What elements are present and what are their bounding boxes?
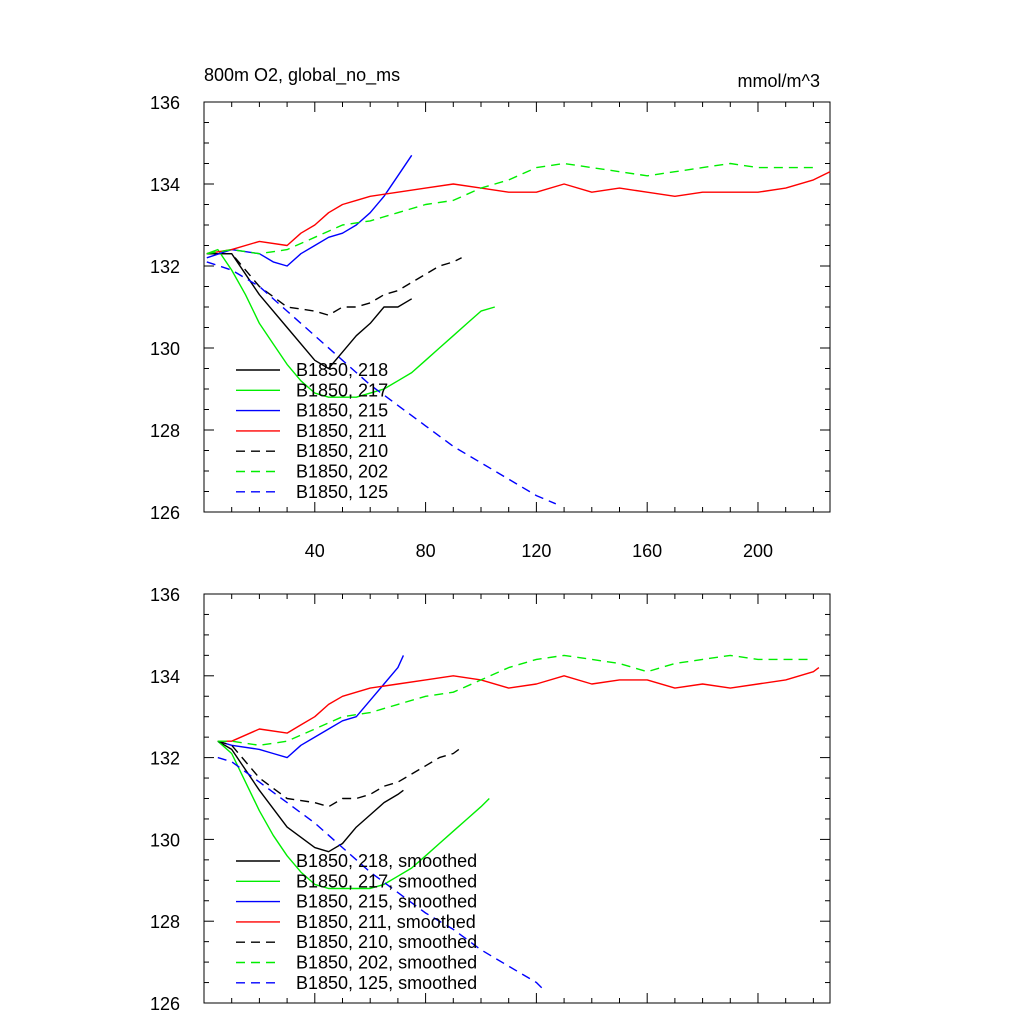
x-tick-label: 200 [743,541,773,561]
x-tick-label: 160 [632,541,662,561]
legend-label: B1850, 211 [296,421,387,441]
y-tick-label: 132 [150,749,180,769]
series-line [217,655,405,759]
series-line [217,740,404,853]
legend-label: B1850, 210 [296,441,388,461]
series-line [206,253,413,370]
series-line [206,248,495,398]
y-tick-label: 134 [150,175,180,195]
y-tick-label: 128 [150,421,180,441]
legend-label: B1850, 202 [296,462,388,482]
y-tick-label: 136 [150,93,180,113]
top-panel: 126 128 130 132 134 136 40 80 120 160 200 800m O2, … [150,65,831,561]
series-line [206,253,462,316]
y-tick-label: 130 [150,339,180,359]
legend-label: B1850, 215 [296,401,388,421]
y-tick-label: 130 [150,830,180,850]
series-line [217,740,460,808]
x-tick-label: 80 [416,541,436,561]
chart-title: 800m O2, global_no_ms [204,65,400,86]
x-tick-label: 120 [521,541,551,561]
legend-label: B1850, 217, smoothed [296,871,477,891]
legend-label: B1850, 125, smoothed [296,973,477,993]
series-line [217,667,820,742]
legend-label: B1850, 215, smoothed [296,892,477,912]
legend-label: B1850, 210, smoothed [296,932,477,952]
legend-label: B1850, 218, smoothed [296,851,477,871]
y-tick-label: 132 [150,257,180,277]
series-line [217,740,490,890]
y-tick-label: 134 [150,667,180,687]
series-line [206,171,831,255]
chart-units: mmol/m^3 [738,71,820,91]
y-tick-label: 128 [150,912,180,932]
legend-label: B1850, 125 [296,482,388,502]
y-tick-label: 126 [150,503,180,523]
y-tick-label: 136 [150,585,180,605]
legend-label: B1850, 202, smoothed [296,953,477,973]
series-line [217,654,808,746]
legend-label: B1850, 211, smoothed [296,912,476,932]
series-line [206,261,557,505]
series-line [206,162,814,255]
x-tick-label: 40 [305,541,325,561]
series-line [206,154,413,267]
y-tick-label: 126 [150,994,180,1014]
legend-label: B1850, 217 [296,380,388,400]
legend-label: B1850, 218 [296,360,388,380]
